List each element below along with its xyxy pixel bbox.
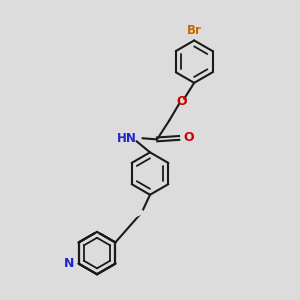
Text: O: O [183,131,194,144]
Text: Br: Br [187,24,202,37]
Text: O: O [176,94,187,108]
Text: N: N [64,257,74,270]
Text: HN: HN [117,132,137,145]
